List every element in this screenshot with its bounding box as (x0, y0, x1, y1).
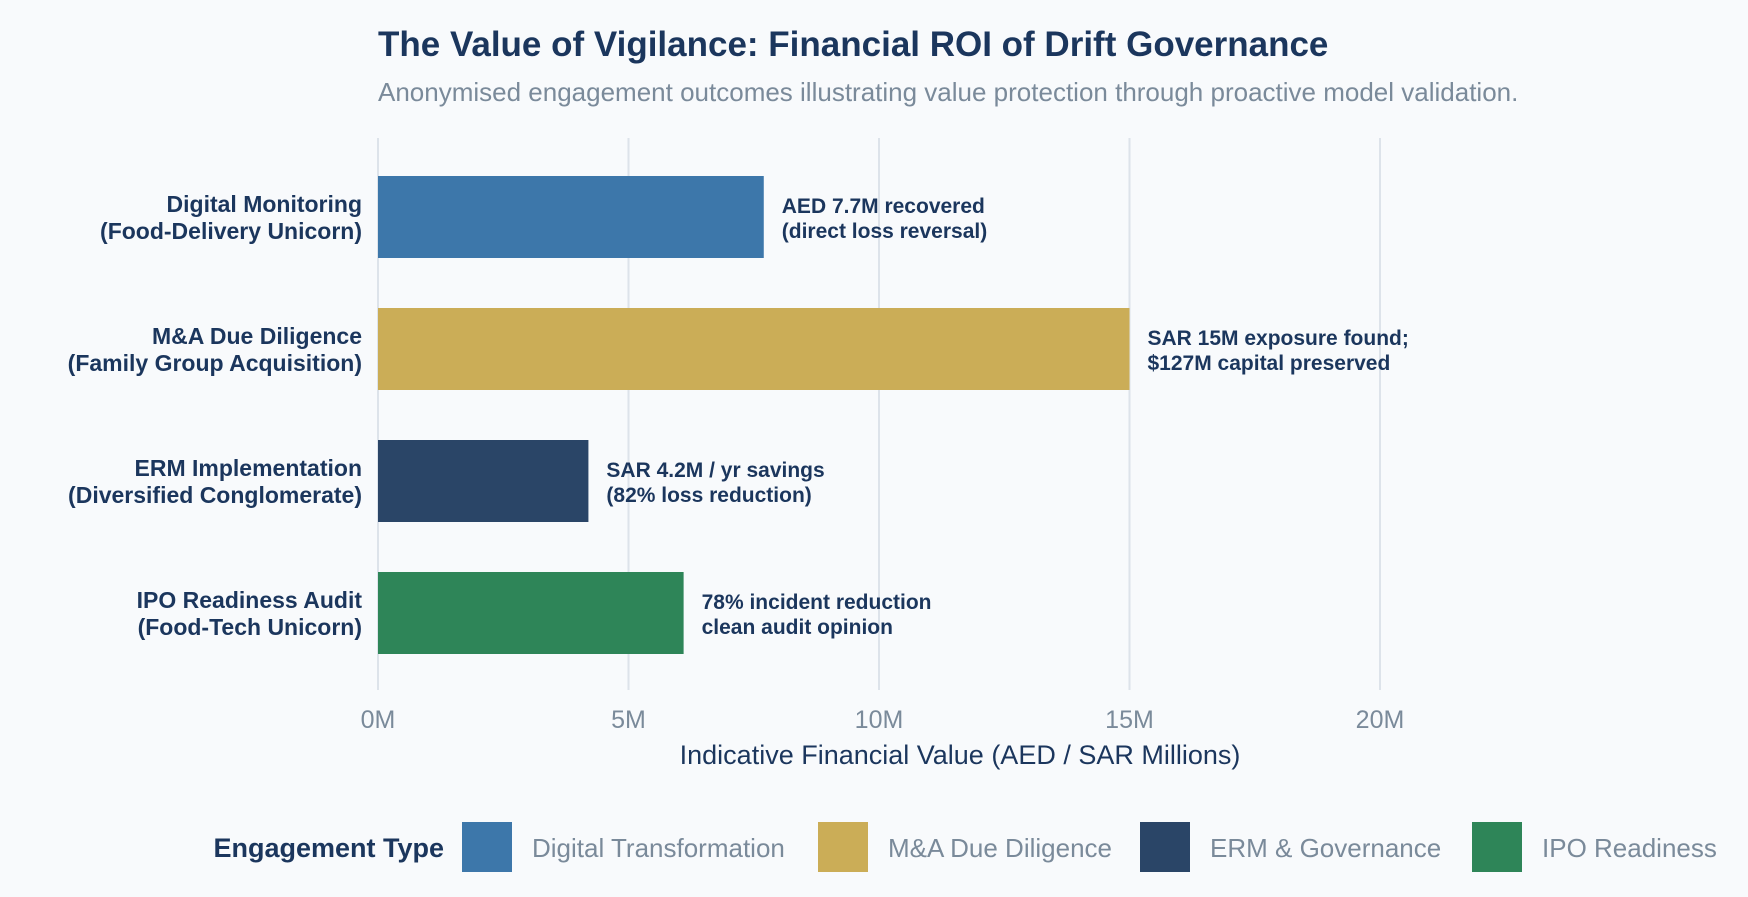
y-tick-label: (Diversified Conglomerate) (68, 482, 362, 508)
data-label: SAR 15M exposure found; (1148, 327, 1409, 350)
chart-subtitle: Anonymised engagement outcomes illustrat… (378, 77, 1518, 107)
x-tick-label: 10M (855, 706, 904, 734)
legend-item: Digital Transformation (462, 822, 785, 872)
bar-group: IPO Readiness Audit(Food-Tech Unicorn) 78… (137, 572, 932, 654)
legend-swatch (818, 822, 868, 872)
y-tick-label: Digital Monitoring (167, 191, 362, 217)
bar (378, 176, 764, 258)
legend-item: IPO Readiness (1472, 822, 1717, 872)
y-tick-label: IPO Readiness Audit (137, 587, 363, 613)
x-axis-title: Indicative Financial Value (AED / SAR Mi… (680, 740, 1241, 770)
bar-group: M&A Due Diligence(Family Group Acquisiti… (68, 308, 1409, 390)
data-label: 78% incident reduction (702, 591, 932, 614)
bar-group: ERM Implementation(Diversified Conglomer… (68, 440, 825, 522)
data-label: (direct loss reversal) (782, 220, 987, 243)
legend-swatch (1472, 822, 1522, 872)
x-tick-label: 0M (361, 706, 396, 734)
chart-title: The Value of Vigilance: Financial ROI of… (378, 25, 1328, 64)
y-tick-label: M&A Due Diligence (152, 323, 362, 349)
bar-layer: Digital Monitoring(Food-Delivery Unicorn… (68, 176, 1409, 654)
data-label: $127M capital preserved (1148, 352, 1391, 375)
y-tick-label: (Family Group Acquisition) (68, 350, 362, 376)
x-axis-ticks: 0M 5M 10M 15M 20M (361, 706, 1405, 734)
legend: Engagement Type Digital Transformation M&… (213, 822, 1717, 872)
y-tick-label: ERM Implementation (135, 455, 362, 481)
bar-group: Digital Monitoring(Food-Delivery Unicorn… (100, 176, 987, 258)
x-tick-label: 5M (611, 706, 646, 734)
legend-item: M&A Due Diligence (818, 822, 1112, 872)
data-label: AED 7.7M recovered (782, 195, 985, 218)
x-tick-label: 15M (1105, 706, 1154, 734)
bar (378, 440, 589, 522)
bar (378, 308, 1130, 390)
legend-swatch (462, 822, 512, 872)
y-tick-label: (Food-Delivery Unicorn) (100, 218, 362, 244)
legend-label: ERM & Governance (1210, 833, 1441, 863)
legend-label: IPO Readiness (1542, 833, 1717, 863)
legend-item: ERM & Governance (1140, 822, 1441, 872)
data-label: SAR 4.2M / yr savings (606, 459, 824, 482)
legend-label: M&A Due Diligence (888, 833, 1112, 863)
x-tick-label: 20M (1356, 706, 1405, 734)
data-label: clean audit opinion (702, 616, 893, 639)
legend-title: Engagement Type (213, 833, 444, 863)
legend-swatch (1140, 822, 1190, 872)
bar (378, 572, 684, 654)
y-tick-label: (Food-Tech Unicorn) (138, 614, 362, 640)
data-label: (82% loss reduction) (606, 484, 811, 507)
legend-label: Digital Transformation (532, 833, 785, 863)
